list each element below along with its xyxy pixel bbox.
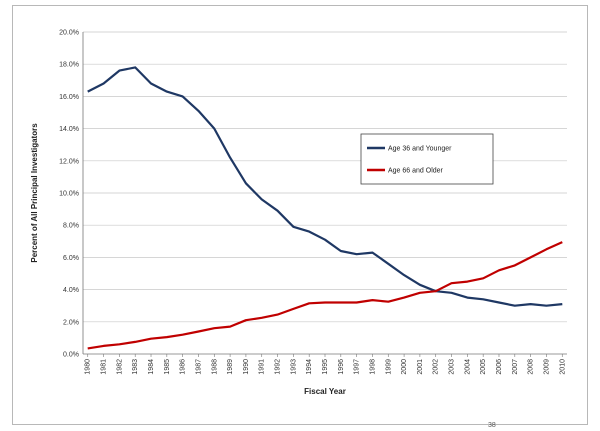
y-axis-title: Percent of All Principal Investigators — [30, 123, 39, 263]
x-tick-label: 2004 — [464, 359, 471, 375]
x-tick-label: 2008 — [528, 359, 535, 375]
chart-frame: 0.0% 2.0% 4.0% 6.0% 8.0% 10.0% 12.0% 14.0% 16.0%… — [12, 5, 588, 425]
x-tick-label: 1992 — [275, 359, 282, 375]
legend: Age 36 and Younger Age 66 and Older — [360, 133, 494, 185]
x-tick-label: 2000 — [401, 359, 408, 375]
axes — [82, 32, 567, 357]
x-axis-title: Fiscal Year — [304, 387, 346, 396]
series-line-0 — [87, 66, 563, 307]
x-tick-label: 1982 — [116, 359, 123, 375]
y-tick-label: 14.0% — [59, 126, 79, 133]
x-tick-label: 1985 — [164, 359, 171, 375]
x-tick-label: 1997 — [354, 359, 361, 375]
x-tick-label: 2003 — [449, 359, 456, 375]
y-tick-labels: 0.0% 2.0% 4.0% 6.0% 8.0% 10.0% 12.0% 14.0% 16.0%… — [59, 30, 79, 359]
x-tick-label: 1987 — [195, 359, 202, 375]
y-tick-label: 16.0% — [59, 94, 79, 101]
x-tick-label: 1996 — [338, 359, 345, 375]
y-tick-label: 8.0% — [63, 223, 79, 230]
y-tick-label: 0.0% — [63, 352, 79, 359]
x-tick-label: 1984 — [148, 359, 155, 375]
x-tick-label: 1981 — [101, 359, 108, 375]
x-tick-label: 1999 — [385, 359, 392, 375]
y-tick-label: 2.0% — [63, 319, 79, 326]
x-tick-label: 1998 — [369, 359, 376, 375]
x-tick-label: 2009 — [543, 359, 550, 375]
x-tick-label: 1991 — [259, 359, 266, 375]
x-tick-label: 2002 — [433, 359, 440, 375]
y-tick-label: 10.0% — [59, 191, 79, 198]
footnote-mark: 38 — [488, 422, 496, 429]
x-tick-label: 1994 — [306, 359, 313, 375]
y-tick-label: 6.0% — [63, 255, 79, 262]
x-tick-label: 2010 — [559, 359, 566, 375]
line-chart: 0.0% 2.0% 4.0% 6.0% 8.0% 10.0% 12.0% 14.0% 16.0%… — [30, 30, 567, 396]
x-tick-label: 1988 — [211, 359, 218, 375]
y-tick-label: 20.0% — [59, 30, 79, 37]
y-tick-label: 12.0% — [59, 158, 79, 165]
series-line-1 — [87, 241, 563, 350]
y-tick-label: 4.0% — [63, 287, 79, 294]
x-tick-label: 2007 — [512, 359, 519, 375]
x-tick-label: 1995 — [322, 359, 329, 375]
x-tick-label: 1980 — [85, 359, 92, 375]
series-lines — [87, 66, 563, 350]
x-tick-label: 1993 — [290, 359, 297, 375]
legend-box — [360, 133, 494, 185]
y-tick-label: 18.0% — [59, 62, 79, 69]
x-tick-label: 1990 — [243, 359, 250, 375]
legend-label-age-66-older: Age 66 and Older — [388, 168, 444, 175]
x-tick-labels: 1980 1981 1982 1983 1984 1985 1986 1987 1988 1989… — [85, 359, 567, 375]
x-tick-label: 2006 — [496, 359, 503, 375]
legend-label-age-36-younger: Age 36 and Younger — [388, 146, 452, 153]
x-tick-label: 2005 — [480, 359, 487, 375]
x-tick-label: 1983 — [132, 359, 139, 375]
gridlines — [83, 31, 567, 323]
x-tick-label: 1989 — [227, 359, 234, 375]
x-tick-label: 1986 — [180, 359, 187, 375]
x-tick-label: 2001 — [417, 359, 424, 375]
